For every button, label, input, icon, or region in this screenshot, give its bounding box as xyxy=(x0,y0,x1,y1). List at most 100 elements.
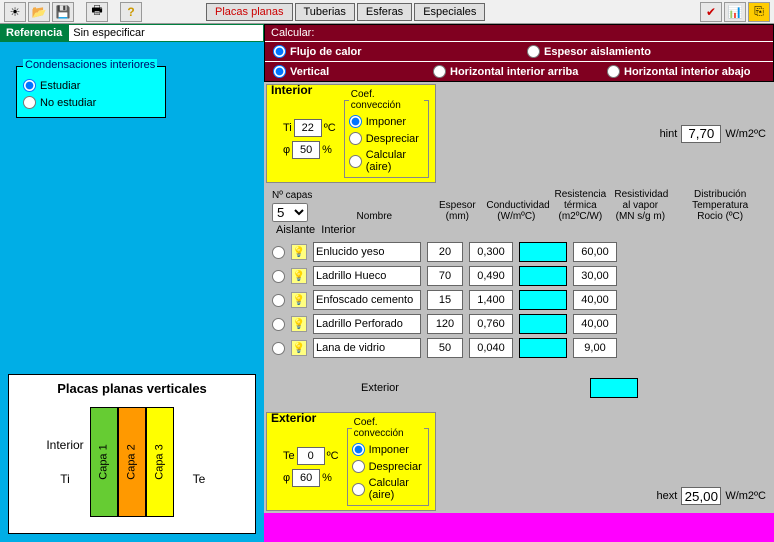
interior-label: Interior xyxy=(271,83,312,97)
diagram-te-label: Te xyxy=(174,472,224,486)
h-espesor: Espesor(mm) xyxy=(436,200,478,222)
exterior-label: Exterior xyxy=(271,411,316,425)
espesor-input-1[interactable] xyxy=(427,266,463,286)
exit-icon[interactable]: ⎘ xyxy=(748,2,770,22)
hext-input[interactable] xyxy=(681,487,721,505)
bulb-icon[interactable]: 💡 xyxy=(291,268,307,284)
coef-interior-box: Coef. convección Imponer Despreciar Calc… xyxy=(344,89,429,178)
espesor-input-3[interactable] xyxy=(427,314,463,334)
chart-icon[interactable]: 📊 xyxy=(724,2,746,22)
condensaciones-box: Condensaciones interiores Estudiar No es… xyxy=(16,66,166,118)
diagram-ti-label: Ti xyxy=(40,472,90,486)
rv-input-4[interactable] xyxy=(573,338,617,358)
aislante-radio-2[interactable] xyxy=(272,294,285,307)
tab-esferas[interactable]: Esferas xyxy=(357,3,412,21)
rv-input-2[interactable] xyxy=(573,290,617,310)
tab-tuberias[interactable]: Tuberias xyxy=(295,3,355,21)
open-icon[interactable]: 📂 xyxy=(28,2,50,22)
phi-e-input[interactable] xyxy=(292,469,320,487)
rv-input-0[interactable] xyxy=(573,242,617,262)
radio-habajo[interactable]: Horizontal interior abajo xyxy=(599,62,773,81)
radio-imponer-e[interactable]: Imponer xyxy=(352,441,424,458)
help-icon[interactable]: ? xyxy=(120,2,142,22)
espesor-input-4[interactable] xyxy=(427,338,463,358)
espesor-input-2[interactable] xyxy=(427,290,463,310)
bulb-icon[interactable]: 💡 xyxy=(291,292,307,308)
aislante-radio-4[interactable] xyxy=(272,342,285,355)
radio-espesor[interactable]: Espesor aislamiento xyxy=(519,42,773,61)
conduct-input-4[interactable] xyxy=(469,338,513,358)
radio-noestudiar[interactable]: No estudiar xyxy=(23,94,159,111)
te-unit: ºC xyxy=(327,450,339,462)
conduct-input-2[interactable] xyxy=(469,290,513,310)
bulb-icon[interactable]: 💡 xyxy=(291,316,307,332)
radio-calcaire-e[interactable]: Calcular (aire) xyxy=(352,475,424,503)
tab-especiales[interactable]: Especiales xyxy=(414,3,485,21)
diagram-title: Placas planas verticales xyxy=(9,375,255,402)
interior-box: Interior Ti ºC φ% Coef. convección Impone… xyxy=(266,84,436,183)
res-box-1 xyxy=(519,266,567,286)
h-conduct: Conductividad(W/mºC) xyxy=(486,200,546,222)
conduct-input-3[interactable] xyxy=(469,314,513,334)
rv-input-1[interactable] xyxy=(573,266,617,286)
nombre-input-3[interactable] xyxy=(313,314,421,334)
hext-label: hext xyxy=(657,490,678,502)
coef-exterior-box: Coef. convección Imponer Despreciar Calc… xyxy=(347,417,429,506)
ti-label: Ti xyxy=(283,122,292,134)
res-box-4 xyxy=(519,338,567,358)
aislante-radio-0[interactable] xyxy=(272,246,285,259)
h-rest: Resistenciatérmica(m2ºC/W) xyxy=(554,189,606,222)
conduct-input-0[interactable] xyxy=(469,242,513,262)
radio-harriba[interactable]: Horizontal interior arriba xyxy=(425,62,599,81)
radio-estudiar[interactable]: Estudiar xyxy=(23,77,159,94)
radio-despreciar-i[interactable]: Despreciar xyxy=(349,130,424,147)
hext-unit: W/m2ºC xyxy=(725,490,766,502)
radio-imponer-i[interactable]: Imponer xyxy=(349,113,424,130)
referencia-input[interactable] xyxy=(68,24,264,42)
te-label: Te xyxy=(283,450,295,462)
phi-e-unit: % xyxy=(322,472,332,484)
bulb-icon[interactable]: 💡 xyxy=(291,340,307,356)
ti-unit: ºC xyxy=(324,122,336,134)
diagram-interior-label: Interior xyxy=(40,438,90,452)
magenta-footer xyxy=(264,513,774,542)
res-box-3 xyxy=(519,314,567,334)
save-icon[interactable]: 💾 xyxy=(52,2,74,22)
te-input[interactable] xyxy=(297,447,325,465)
ncapas-select[interactable]: 5 xyxy=(272,203,308,222)
radio-vertical[interactable]: Vertical xyxy=(265,62,425,81)
new-icon[interactable]: ☀ xyxy=(4,2,26,22)
exterior-sub-label: Exterior xyxy=(280,382,480,394)
phi-input[interactable] xyxy=(292,141,320,159)
phi-unit: % xyxy=(322,144,332,156)
condensaciones-legend: Condensaciones interiores xyxy=(23,59,157,71)
diagram-layer-2: Capa 2 xyxy=(118,407,146,517)
bulb-icon[interactable]: 💡 xyxy=(291,244,307,260)
aislante-radio-1[interactable] xyxy=(272,270,285,283)
hint-input[interactable] xyxy=(681,125,721,143)
diagram-box: Placas planas verticales Interior Ti Cap… xyxy=(8,374,256,534)
h-dist: DistribuciónTemperaturaRocio (ºC) xyxy=(674,189,766,222)
espesor-input-0[interactable] xyxy=(427,242,463,262)
nombre-input-4[interactable] xyxy=(313,338,421,358)
nombre-input-1[interactable] xyxy=(313,266,421,286)
h-resv: Resistividadal vapor(MN s/g m) xyxy=(614,189,666,222)
aislante-radio-3[interactable] xyxy=(272,318,285,331)
phi-e-icon: φ xyxy=(283,472,290,484)
radio-despreciar-e[interactable]: Despreciar xyxy=(352,458,424,475)
radio-flujo[interactable]: Flujo de calor xyxy=(265,42,519,61)
phi-icon: φ xyxy=(283,144,290,156)
ti-input[interactable] xyxy=(294,119,322,137)
tab-placas[interactable]: Placas planas xyxy=(206,3,293,21)
conduct-input-1[interactable] xyxy=(469,266,513,286)
rv-input-3[interactable] xyxy=(573,314,617,334)
radio-calcaire-i[interactable]: Calcular (aire) xyxy=(349,147,424,175)
res-box-2 xyxy=(519,290,567,310)
nombre-input-2[interactable] xyxy=(313,290,421,310)
check-icon[interactable]: ✔ xyxy=(700,2,722,22)
exterior-res-box xyxy=(590,378,638,398)
nombre-input-0[interactable] xyxy=(313,242,421,262)
print-icon[interactable]: 🖶 xyxy=(86,2,108,22)
aislante-label: Aislante xyxy=(276,224,315,236)
hint-label: hint xyxy=(660,128,678,140)
